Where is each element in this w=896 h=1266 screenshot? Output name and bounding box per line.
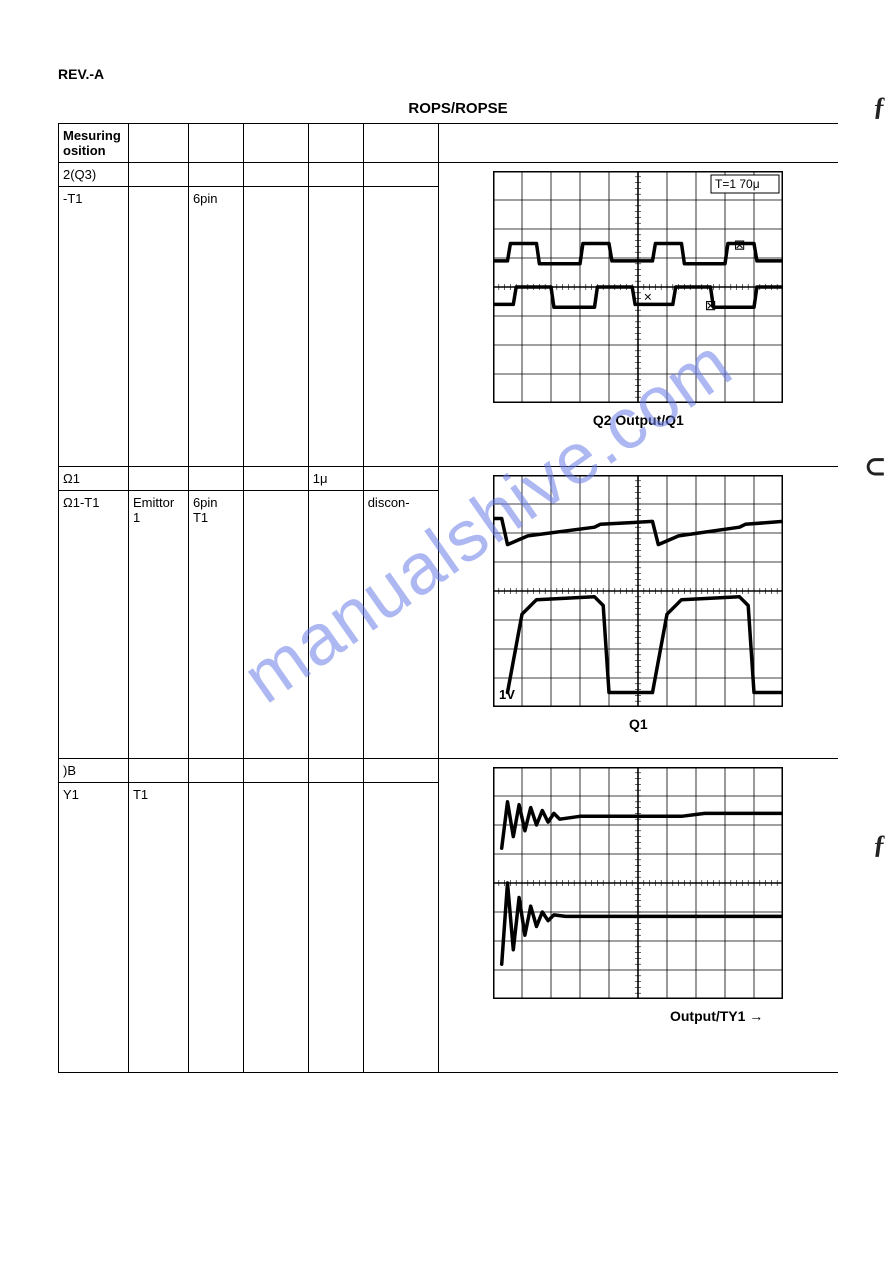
s2-h-c3: [188, 467, 243, 491]
s2-h-c4: [243, 467, 308, 491]
svg-text:T=1 70μ: T=1 70μ: [715, 177, 760, 191]
s3-c5: [308, 783, 363, 1073]
revision-label: REV.-A: [58, 66, 858, 82]
col-header-position: Mesuring osition: [59, 124, 129, 163]
col-header-scope: [438, 124, 838, 163]
side-glyph-1: ƒ: [873, 92, 886, 122]
svg-text:⊠: ⊠: [734, 236, 746, 252]
s2-scope-cell: 1V Q1: [438, 467, 838, 759]
s1-c2: [128, 187, 188, 467]
side-glyph-2: ⊂: [864, 452, 886, 482]
s1-h-c1: 2(Q3): [59, 163, 129, 187]
s2-h-c1: Ω1: [59, 467, 129, 491]
col-header-2: [128, 124, 188, 163]
col-header-6: [363, 124, 438, 163]
scope-2: 1V: [493, 475, 783, 707]
s3-h-c2: [128, 759, 188, 783]
s1-h-c2: [128, 163, 188, 187]
col-header-5: [308, 124, 363, 163]
section-3-header: )B Output/TY1 →: [59, 759, 839, 783]
s3-c1: Y1: [59, 783, 129, 1073]
s2-c2: Emittor 1: [128, 491, 188, 759]
measurement-table: Mesuring osition 2(Q3) T=1 70μ×⊠⊠ Q2 Out…: [58, 123, 838, 1073]
s1-c3: 6pin: [188, 187, 243, 467]
s2-c5: [308, 491, 363, 759]
scope-3: [493, 767, 783, 999]
s1-c6: [363, 187, 438, 467]
scope-2-caption: Q1: [493, 716, 783, 732]
s3-h-c1: )B: [59, 759, 129, 783]
s1-h-c3: [188, 163, 243, 187]
scope-3-wrap: Output/TY1 →: [493, 767, 783, 1024]
s3-c6: [363, 783, 438, 1073]
scope-1-wrap: T=1 70μ × ⊠ ⊠ Q2 Output/Q1: [493, 171, 783, 428]
svg-text:×: ×: [644, 289, 652, 305]
scope-1: T=1 70μ × ⊠ ⊠: [493, 171, 783, 403]
col-header-3: [188, 124, 243, 163]
s3-h-c5: [308, 759, 363, 783]
col-header-4: [243, 124, 308, 163]
page-container: REV.-A ROPS/ROPSE Mesuring osition 2(Q3)…: [58, 66, 858, 1073]
svg-text:⊠: ⊠: [705, 297, 717, 313]
s3-h-c3: [188, 759, 243, 783]
s2-h-c6: [363, 467, 438, 491]
s1-h-c4: [243, 163, 308, 187]
s1-c4: [243, 187, 308, 467]
section-1-header: 2(Q3) T=1 70μ×⊠⊠ Q2 Output/Q1: [59, 163, 839, 187]
s2-h-c5: 1μ: [308, 467, 363, 491]
s1-scope-cell: T=1 70μ × ⊠ ⊠ Q2 Output/Q1: [438, 163, 838, 467]
s1-h-c5: [308, 163, 363, 187]
table-header-row: Mesuring osition: [59, 124, 839, 163]
s2-h-c2: [128, 467, 188, 491]
s2-c3: 6pin T1: [188, 491, 243, 759]
s3-c2: T1: [128, 783, 188, 1073]
svg-text:1V: 1V: [499, 687, 515, 702]
s3-h-c6: [363, 759, 438, 783]
s2-c1: Ω1-T1: [59, 491, 129, 759]
side-glyph-3: ƒ: [873, 830, 886, 860]
s2-c6: discon-: [363, 491, 438, 759]
s3-c3: [188, 783, 243, 1073]
section-2-header: Ω1 1μ 1V Q1: [59, 467, 839, 491]
page-title: ROPS/ROPSE: [218, 100, 698, 117]
scope-2-wrap: 1V Q1: [493, 475, 783, 732]
s3-h-c4: [243, 759, 308, 783]
s3-c4: [243, 783, 308, 1073]
scope-1-caption: Q2 Output/Q1: [493, 412, 783, 428]
s1-c1: -T1: [59, 187, 129, 467]
scope-3-caption: Output/TY1 →: [493, 1008, 783, 1024]
s1-h-c6: [363, 163, 438, 187]
s2-c4: [243, 491, 308, 759]
s3-scope-cell: Output/TY1 →: [438, 759, 838, 1073]
s1-c5: [308, 187, 363, 467]
